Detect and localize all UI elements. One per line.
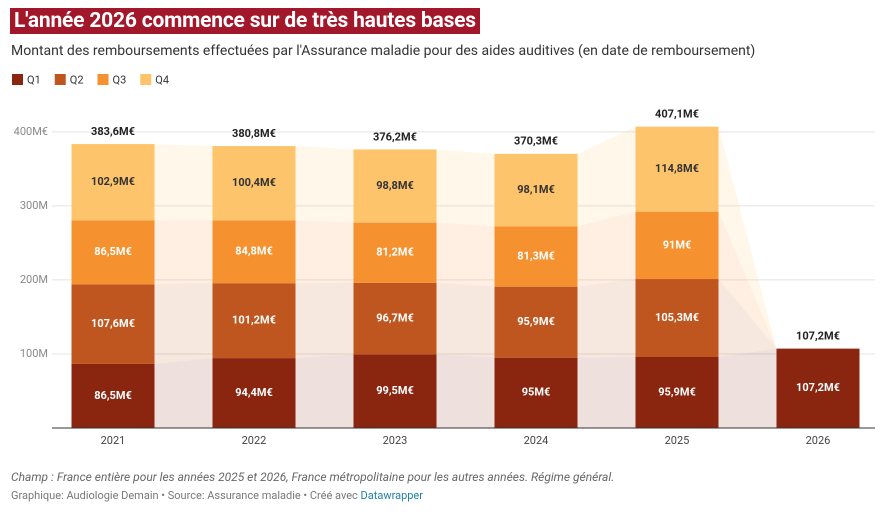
bar-segment <box>71 144 155 221</box>
value-label: 98,1M€ <box>517 183 555 196</box>
connector <box>154 144 213 221</box>
connector <box>436 222 495 287</box>
value-label: 91M€ <box>663 238 692 251</box>
legend-swatch <box>54 74 66 85</box>
bar-segment <box>494 357 578 428</box>
connector <box>577 126 636 227</box>
legend-swatch <box>97 74 109 85</box>
bar-segment <box>353 354 437 428</box>
total-label: 376,2M€ <box>373 130 417 143</box>
note: Champ : France entière pour les années 2… <box>11 470 615 484</box>
bar-segment <box>353 222 437 283</box>
byline-row: Graphique: Audiologie Demain • Source: A… <box>11 489 423 502</box>
connector <box>718 126 777 349</box>
legend-label: Q3 <box>113 73 127 86</box>
x-tick-label: 2021 <box>101 434 126 447</box>
connector <box>154 283 213 364</box>
value-label: 96,7M€ <box>376 311 414 324</box>
byline: Graphique: Audiologie Demain • Source: A… <box>11 489 358 502</box>
bar-segment <box>212 283 296 359</box>
connector <box>295 282 354 359</box>
bar-segment <box>212 146 296 221</box>
value-label: 107,2M€ <box>796 381 840 394</box>
bar-segment <box>635 356 719 428</box>
connector <box>154 358 213 428</box>
value-label: 99,5M€ <box>376 384 414 397</box>
x-tick-label: 2026 <box>806 434 831 447</box>
connector <box>436 282 495 358</box>
y-tick-label: 100M <box>20 347 48 360</box>
bar-segment <box>494 286 578 358</box>
value-label: 86,5M€ <box>94 245 132 258</box>
connector <box>436 149 495 227</box>
bar-segment <box>353 282 437 355</box>
datawrapper-link[interactable]: Datawrapper <box>360 489 423 502</box>
bar-segment <box>494 153 578 227</box>
bar-segment <box>353 149 437 223</box>
connector <box>295 220 354 284</box>
value-label: 86,5M€ <box>94 389 132 402</box>
total-label: 380,8M€ <box>232 127 276 140</box>
value-label: 100,4M€ <box>232 176 276 189</box>
bar-segment <box>71 363 155 428</box>
value-label: 98,8M€ <box>376 179 414 192</box>
subtitle: Montant des remboursements effectuées pa… <box>11 43 756 59</box>
connector <box>577 279 636 358</box>
bar-segment <box>212 220 296 284</box>
total-label: 107,2M€ <box>796 330 840 343</box>
bar-segment <box>71 284 155 364</box>
connector <box>295 146 354 223</box>
bar-segment <box>776 348 860 428</box>
x-tick-label: 2022 <box>242 434 267 447</box>
value-label: 114,8M€ <box>655 162 699 175</box>
value-label: 95,9M€ <box>517 315 555 328</box>
y-tick-label: 400M€ <box>14 125 48 138</box>
total-label: 383,6M€ <box>91 125 135 138</box>
value-label: 105,3M€ <box>655 311 699 324</box>
value-label: 95M€ <box>522 386 551 399</box>
bar-segment <box>212 358 296 428</box>
y-tick-label: 200M <box>20 273 48 286</box>
legend-swatch <box>12 74 23 85</box>
bar-segment <box>635 279 719 357</box>
legend-label: Q1 <box>27 73 41 86</box>
value-label: 102,9M€ <box>91 175 135 188</box>
value-label: 95,9M€ <box>658 385 696 398</box>
bar-segment <box>635 126 719 212</box>
value-label: 107,6M€ <box>91 317 135 330</box>
title: L'année 2026 commence sur de très hautes… <box>10 8 480 34</box>
legend-swatch <box>140 74 152 85</box>
value-label: 84,8M€ <box>235 245 273 258</box>
legend-label: Q2 <box>70 73 84 86</box>
x-tick-label: 2025 <box>665 434 690 447</box>
value-label: 94,4M€ <box>235 386 273 399</box>
connector <box>718 348 777 428</box>
x-tick-label: 2023 <box>383 434 408 447</box>
bar-segment <box>635 211 719 280</box>
value-label: 81,3M€ <box>517 249 555 262</box>
connector <box>577 356 636 428</box>
value-label: 101,2M€ <box>232 314 276 327</box>
y-tick-label: 300M <box>20 199 48 212</box>
bar-segment <box>71 220 155 285</box>
x-tick-label: 2024 <box>524 434 549 447</box>
value-label: 81,2M€ <box>376 246 414 259</box>
connector <box>718 211 777 349</box>
connector <box>436 354 495 428</box>
bar-segment <box>494 226 578 287</box>
legend-label: Q4 <box>155 73 169 86</box>
total-label: 370,3M€ <box>514 135 558 148</box>
total-label: 407,1M€ <box>655 107 699 120</box>
connector <box>577 211 636 287</box>
connector <box>154 220 213 285</box>
connector <box>718 279 777 357</box>
connector <box>295 354 354 428</box>
